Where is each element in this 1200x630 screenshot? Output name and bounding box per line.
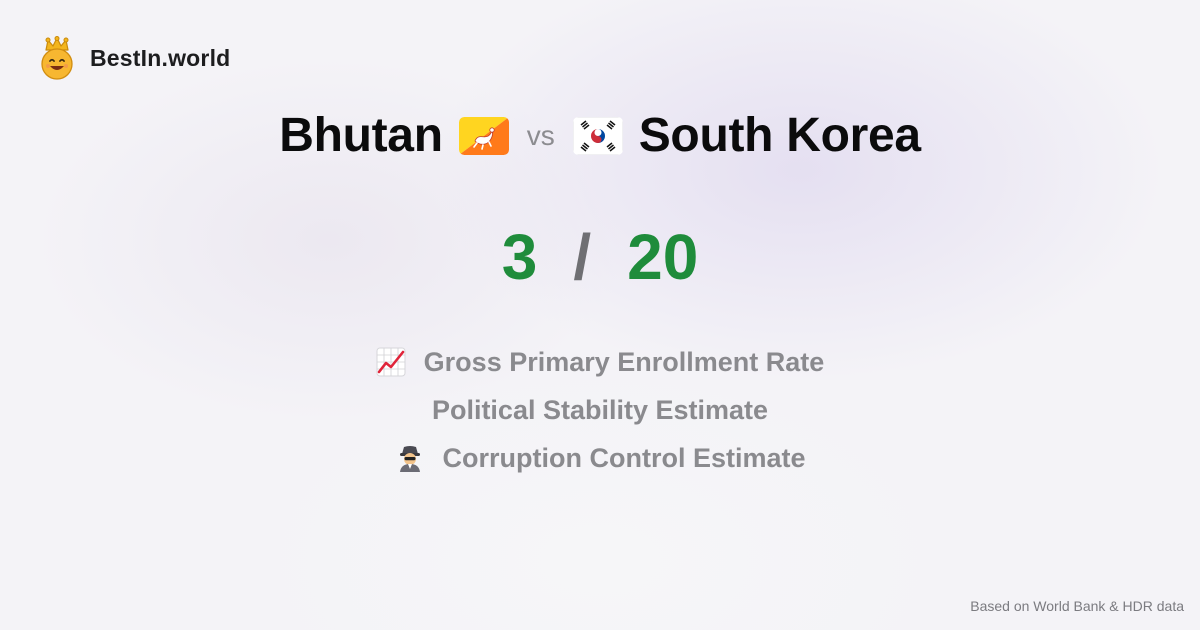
comparison-title: Bhutan vs xyxy=(0,108,1200,163)
metric-label: Corruption Control Estimate xyxy=(442,442,806,473)
score-country-b: 20 xyxy=(627,221,699,293)
vs-label: vs xyxy=(526,119,555,151)
score-country-a: 3 xyxy=(501,221,538,293)
metric-item: Corruption Control Estimate xyxy=(395,434,806,482)
country-a-name: Bhutan xyxy=(279,109,443,162)
detective-icon xyxy=(395,443,425,473)
bhutan-flag-icon xyxy=(458,116,509,155)
country-b-name: South Korea xyxy=(638,109,921,162)
score-display: 3 / 20 xyxy=(0,222,1200,292)
metric-label: Political Stability Estimate xyxy=(431,394,769,425)
metrics-list: Gross Primary Enrollment Rate Political … xyxy=(0,338,1200,482)
metric-item: Gross Primary Enrollment Rate xyxy=(376,338,825,386)
brand-name: BestIn.world xyxy=(90,44,231,71)
south-korea-flag-icon xyxy=(572,116,623,155)
chart-increasing-icon xyxy=(376,347,406,377)
crown-smiley-icon xyxy=(38,36,76,80)
score-separator: / xyxy=(573,221,592,293)
brand-link[interactable]: BestIn.world xyxy=(38,36,230,80)
metric-label: Gross Primary Enrollment Rate xyxy=(423,346,825,377)
metric-item: Political Stability Estimate xyxy=(432,386,768,434)
data-source-note: Based on World Bank & HDR data xyxy=(970,598,1184,614)
